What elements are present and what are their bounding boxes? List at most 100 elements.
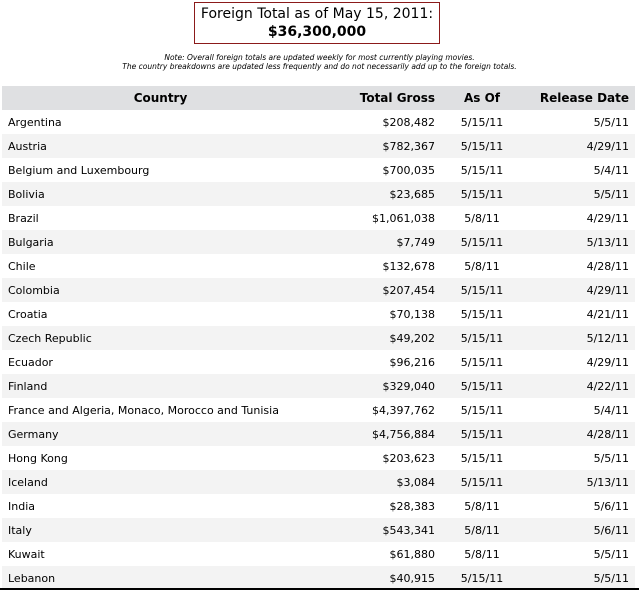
cell-as-of: 5/8/11 [464,499,500,513]
cell-total-gross: $543,341 [319,518,441,542]
cell-as-of: 5/8/11 [441,518,523,542]
cell-country: Colombia [2,278,319,302]
table-row: Lebanon $40,915 5/15/11 5/5/11 [2,566,635,590]
cell-as-of: 5/15/11 [460,163,504,177]
cell-country: Austria [2,134,319,158]
cell-total-gross: $4,756,884 [319,422,441,446]
cell-as-of: 5/15/11 [460,355,504,369]
table-row: Kuwait $61,880 5/8/11 5/5/11 [2,542,635,566]
cell-as-of: 5/15/11 [441,470,523,494]
cell-release-date: 5/13/11 [523,230,635,254]
cell-total-gross: $40,915 [319,566,441,590]
header-total-gross[interactable]: Total Gross [319,86,441,110]
cell-as-of: 5/8/11 [464,547,500,561]
cell-total-gross: $96,216 [389,355,436,369]
cell-release-date: 5/6/11 [593,499,629,513]
cell-total-gross: $782,367 [319,134,441,158]
cell-country: Croatia [8,307,48,321]
cell-total-gross: $61,880 [389,547,436,561]
table-row: Colombia $207,454 5/15/11 4/29/11 [2,278,635,302]
table-row: India $28,383 5/8/11 5/6/11 [2,494,635,518]
cell-release-date: 5/4/11 [593,403,629,417]
cell-release-date: 5/13/11 [523,470,635,494]
cell-release-date: 4/28/11 [523,422,635,446]
cell-country: Bulgaria [2,230,319,254]
cell-total-gross: $132,678 [382,259,436,273]
cell-as-of: 5/15/11 [441,230,523,254]
cell-as-of: 5/15/11 [441,374,523,398]
header-as-of[interactable]: As Of [441,86,523,110]
cell-country: Germany [2,422,319,446]
cell-country: Italy [2,518,319,542]
cell-total-gross: $329,040 [319,374,441,398]
cell-country: Ecuador [8,355,53,369]
foreign-total-box: Foreign Total as of May 15, 2011: $36,30… [194,2,440,44]
cell-country: Czech Republic [2,326,319,350]
cell-release-date: 4/22/11 [523,374,635,398]
table-row: Austria $782,367 5/15/11 4/29/11 [2,134,635,158]
table-row: Iceland $3,084 5/15/11 5/13/11 [2,470,635,494]
cell-as-of: 5/15/11 [441,422,523,446]
table-row: Czech Republic $49,202 5/15/11 5/12/11 [2,326,635,350]
bottom-divider [0,588,639,590]
table-header-row: Country Total Gross As Of Release Date [2,86,635,110]
cell-country: Belgium and Luxembourg [8,163,150,177]
cell-total-gross: $23,685 [319,182,441,206]
cell-release-date: 5/5/11 [593,115,629,129]
cell-release-date: 5/5/11 [593,547,629,561]
cell-country: Finland [2,374,319,398]
table-row: Italy $543,341 5/8/11 5/6/11 [2,518,635,542]
cell-release-date: 5/12/11 [523,326,635,350]
cell-country: Iceland [2,470,319,494]
table-row: Chile $132,678 5/8/11 4/28/11 [2,254,635,278]
cell-release-date: 5/6/11 [523,518,635,542]
cell-country: Chile [8,259,36,273]
cell-release-date: 4/29/11 [523,134,635,158]
cell-release-date: 5/5/11 [523,182,635,206]
cell-country: Argentina [8,115,62,129]
table-row: Argentina $208,482 5/15/11 5/5/11 [2,110,635,134]
table-row: Bolivia $23,685 5/15/11 5/5/11 [2,182,635,206]
cell-total-gross: $1,061,038 [372,211,435,225]
note-text: Note: Overall foreign totals are updated… [0,53,639,71]
header-release-date[interactable]: Release Date [523,86,635,110]
cell-as-of: 5/15/11 [460,403,504,417]
cell-total-gross: $3,084 [319,470,441,494]
foreign-total-label: Foreign Total as of May 15, 2011: [200,6,434,22]
cell-release-date: 4/28/11 [586,259,629,273]
note-line-2: The country breakdowns are updated less … [122,62,517,71]
foreign-gross-table: Country Total Gross As Of Release Date A… [2,86,635,590]
cell-total-gross: $49,202 [319,326,441,350]
cell-as-of: 5/15/11 [441,566,523,590]
cell-country: France and Algeria, Monaco, Morocco and … [8,403,279,417]
table-row: Ecuador $96,216 5/15/11 4/29/11 [2,350,635,374]
table-row: Finland $329,040 5/15/11 4/22/11 [2,374,635,398]
table-row: Hong Kong $203,623 5/15/11 5/5/11 [2,446,635,470]
cell-as-of: 5/15/11 [460,115,504,129]
cell-as-of: 5/15/11 [460,451,504,465]
cell-total-gross: $4,397,762 [372,403,435,417]
cell-country: India [8,499,35,513]
cell-release-date: 5/5/11 [593,451,629,465]
table-row: France and Algeria, Monaco, Morocco and … [2,398,635,422]
cell-total-gross: $208,482 [382,115,436,129]
foreign-total-amount: $36,300,000 [267,24,367,40]
cell-as-of: 5/15/11 [441,326,523,350]
table-row: Bulgaria $7,749 5/15/11 5/13/11 [2,230,635,254]
table-row: Belgium and Luxembourg $700,035 5/15/11 5/4… [2,158,635,182]
table-row: Croatia $70,138 5/15/11 4/21/11 [2,302,635,326]
header-country[interactable]: Country [2,86,319,110]
cell-release-date: 4/29/11 [523,278,635,302]
cell-as-of: 5/15/11 [460,307,504,321]
cell-release-date: 5/4/11 [593,163,629,177]
cell-country: Brazil [8,211,39,225]
cell-release-date: 5/5/11 [523,566,635,590]
cell-release-date: 4/21/11 [586,307,629,321]
cell-as-of: 5/15/11 [441,278,523,302]
cell-country: Bolivia [2,182,319,206]
note-line-1: Note: Overall foreign totals are updated… [164,53,475,62]
cell-release-date: 4/29/11 [586,355,629,369]
cell-country: Kuwait [8,547,45,561]
cell-as-of: 5/8/11 [464,259,500,273]
cell-total-gross: $700,035 [382,163,436,177]
